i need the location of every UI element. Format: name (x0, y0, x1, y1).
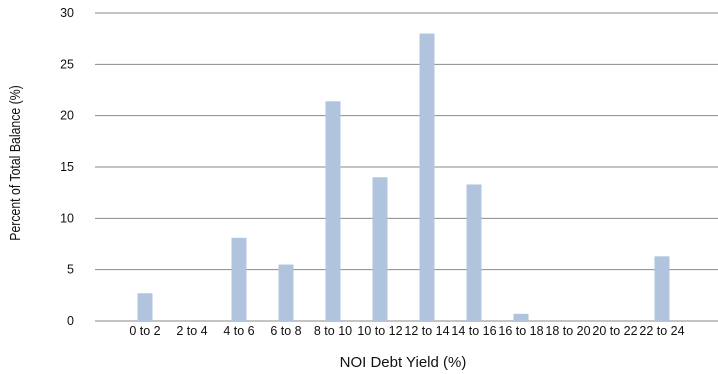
x-tick-label: 10 to 12 (357, 324, 402, 338)
x-tick-label: 14 to 16 (451, 324, 496, 338)
y-tick-label: 15 (60, 160, 74, 174)
gridlines (95, 12, 718, 322)
bar (466, 184, 482, 321)
x-tick-label: 18 to 20 (545, 324, 590, 338)
x-axis-title: NOI Debt Yield (%) (340, 354, 467, 371)
y-tick-label: 30 (60, 6, 74, 20)
x-tick-label: 4 to 6 (223, 324, 254, 338)
y-tick-label: 20 (60, 109, 74, 123)
bar (654, 256, 670, 321)
x-tick-label: 16 to 18 (498, 324, 543, 338)
y-axis-ticks: 0 5 10 15 20 25 30 (60, 6, 74, 328)
x-tick-label: 22 to 24 (639, 324, 684, 338)
bar (419, 33, 435, 322)
bar (231, 237, 247, 321)
x-tick-label: 8 to 10 (314, 324, 352, 338)
bars (137, 33, 670, 322)
y-tick-label: 10 (60, 211, 74, 225)
bar (513, 313, 529, 321)
x-tick-label: 20 to 22 (592, 324, 637, 338)
x-tick-label: 2 to 4 (176, 324, 207, 338)
bar (325, 101, 341, 321)
bar (137, 293, 153, 321)
y-axis-title: Percent of Total Balance (%) (7, 85, 23, 241)
bar (278, 264, 294, 321)
x-tick-label: 12 to 14 (404, 324, 449, 338)
x-tick-label: 0 to 2 (129, 324, 160, 338)
y-tick-label: 25 (60, 57, 74, 71)
x-tick-label: 6 to 8 (270, 324, 301, 338)
bar (372, 177, 388, 321)
y-tick-label: 5 (67, 263, 74, 277)
y-tick-label: 0 (67, 314, 74, 328)
